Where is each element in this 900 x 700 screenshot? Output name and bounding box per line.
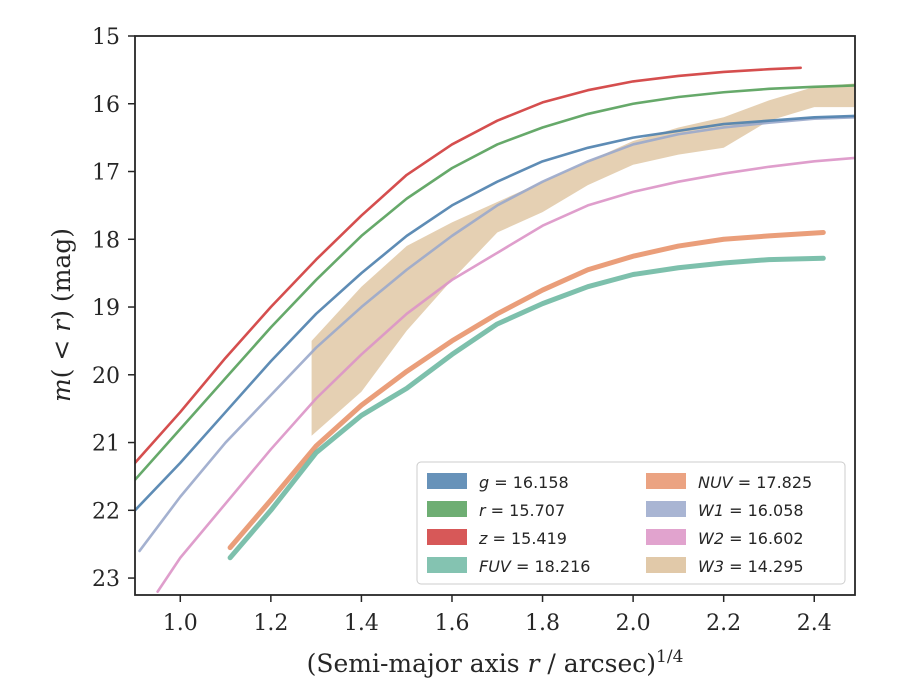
y-tick-label: 18 bbox=[92, 228, 120, 253]
legend-swatch-w1 bbox=[646, 501, 686, 517]
series-w2-line bbox=[156, 156, 855, 593]
y-tick-label: 15 bbox=[92, 25, 120, 50]
series-z-line bbox=[135, 66, 802, 465]
legend-label-w2: W2 = 16.602 bbox=[698, 529, 804, 548]
legend-label-fuv: FUV = 18.216 bbox=[479, 557, 590, 576]
y-tick-label: 16 bbox=[92, 93, 120, 118]
legend-swatch-g bbox=[427, 473, 467, 489]
x-axis-label: (Semi-major axis r / arcsec)1/4 bbox=[307, 647, 684, 678]
series-fuv-line bbox=[227, 255, 826, 561]
legend-swatch-nuv bbox=[646, 473, 686, 489]
legend-swatch-fuv bbox=[427, 557, 467, 573]
legend-swatch-z bbox=[427, 529, 467, 545]
y-tick-label: 23 bbox=[92, 567, 120, 592]
series-nuv-line bbox=[227, 229, 826, 551]
x-tick-label: 2.2 bbox=[706, 611, 741, 636]
legend-label-r: r = 15.707 bbox=[479, 501, 565, 520]
y-tick-label: 21 bbox=[92, 432, 120, 457]
legend-label-w3: W3 = 14.295 bbox=[698, 557, 804, 576]
x-tick-label: 2.0 bbox=[616, 611, 651, 636]
series-w1-line bbox=[138, 116, 855, 553]
plot-frame bbox=[134, 35, 856, 596]
legend: g = 16.158 r = 15.707 z = 15.419 FUV = 18.2… bbox=[416, 461, 846, 585]
legend-swatch-r bbox=[427, 501, 467, 517]
legend-swatch-w2 bbox=[646, 529, 686, 545]
y-tick-label: 19 bbox=[92, 296, 120, 321]
x-tick-label: 1.2 bbox=[253, 611, 288, 636]
plot-area bbox=[135, 66, 855, 593]
series-r-line bbox=[135, 84, 855, 482]
legend-label-z: z = 15.419 bbox=[478, 529, 567, 548]
series-g-line bbox=[135, 114, 855, 512]
legend-label-nuv: NUV = 17.825 bbox=[698, 473, 812, 492]
x-tick-label: 1.4 bbox=[344, 611, 379, 636]
x-tick-label: 1.8 bbox=[525, 611, 560, 636]
legend-label-g: g = 16.158 bbox=[479, 473, 569, 492]
y-tick-label: 20 bbox=[92, 364, 120, 389]
axes: 1.0 1.2 1.4 1.6 1.8 2.0 2.2 2.4 15 16 17 18 19 20 21 22… bbox=[92, 25, 856, 636]
legend-label-w1: W1 = 16.058 bbox=[698, 501, 804, 520]
legend-box bbox=[416, 461, 846, 585]
x-tick-label: 1.6 bbox=[434, 611, 469, 636]
y-axis-label: m( < r) (mag) bbox=[47, 228, 76, 402]
y-tick-label: 22 bbox=[92, 499, 120, 524]
y-tick-label: 17 bbox=[92, 161, 120, 186]
legend-swatch-w3 bbox=[646, 557, 686, 573]
x-tick-label: 2.4 bbox=[797, 611, 832, 636]
x-tick-label: 1.0 bbox=[163, 611, 198, 636]
